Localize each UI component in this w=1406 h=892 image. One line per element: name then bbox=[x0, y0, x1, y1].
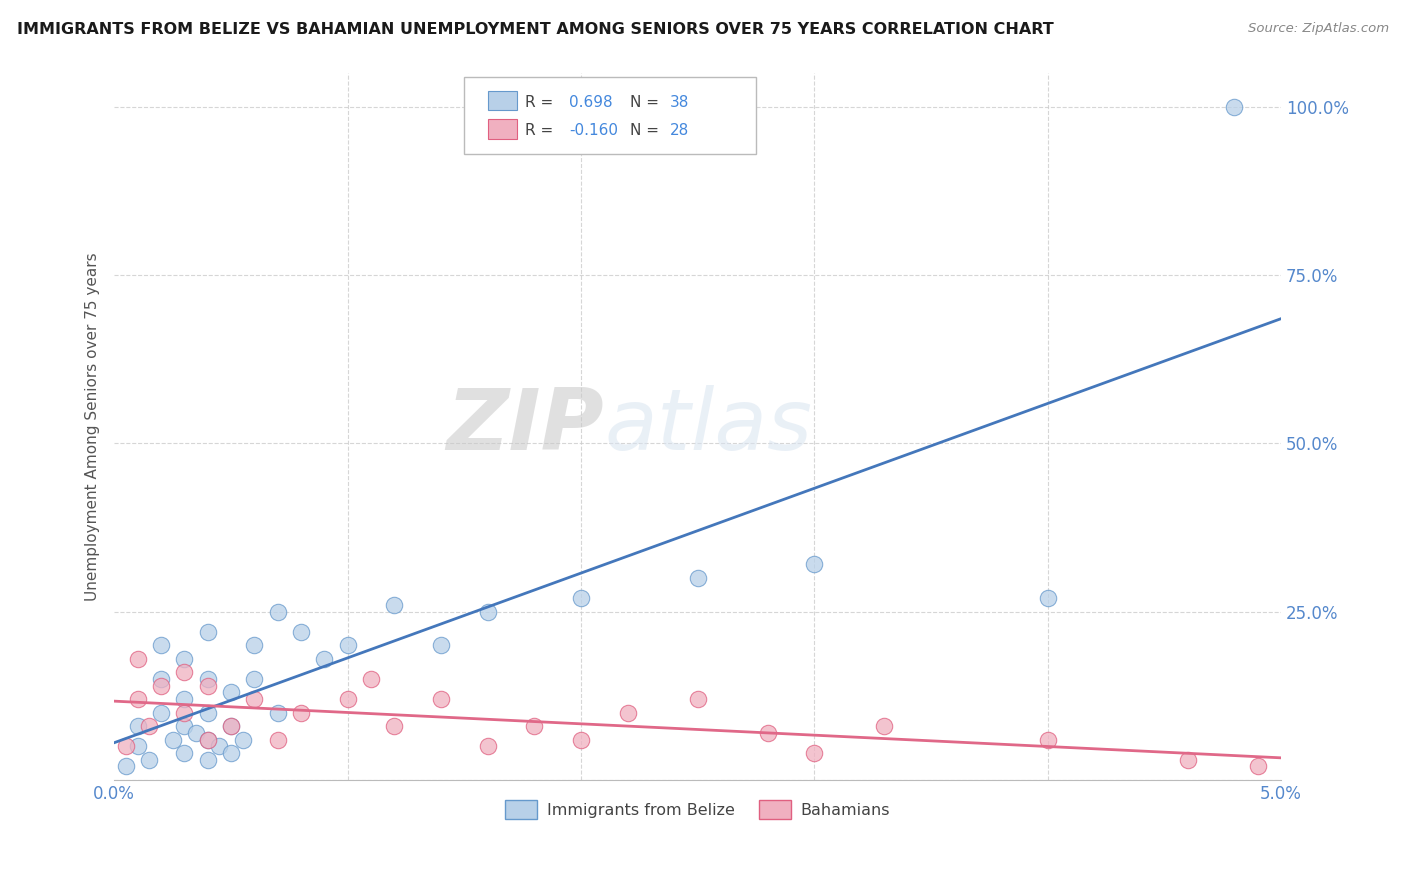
Point bbox=[219, 746, 242, 760]
Point bbox=[149, 638, 172, 652]
Point bbox=[686, 692, 709, 706]
Point bbox=[569, 591, 592, 606]
Point bbox=[266, 706, 288, 720]
Point bbox=[127, 719, 149, 733]
Text: R =: R = bbox=[524, 123, 558, 138]
Point bbox=[219, 719, 242, 733]
FancyBboxPatch shape bbox=[488, 119, 517, 139]
Y-axis label: Unemployment Among Seniors over 75 years: Unemployment Among Seniors over 75 years bbox=[86, 252, 100, 601]
Point bbox=[219, 685, 242, 699]
Point bbox=[173, 652, 195, 666]
Text: 0.698: 0.698 bbox=[569, 95, 613, 111]
Point bbox=[1246, 759, 1268, 773]
Point bbox=[686, 571, 709, 585]
Point bbox=[616, 706, 638, 720]
Point bbox=[430, 692, 453, 706]
Point bbox=[803, 558, 825, 572]
Point bbox=[219, 719, 242, 733]
Point bbox=[243, 672, 266, 686]
Point bbox=[115, 759, 138, 773]
Point bbox=[290, 706, 312, 720]
FancyBboxPatch shape bbox=[464, 77, 756, 154]
Point bbox=[266, 732, 288, 747]
Point bbox=[197, 672, 219, 686]
Text: N =: N = bbox=[630, 95, 664, 111]
Point bbox=[1223, 100, 1246, 114]
Point bbox=[149, 706, 172, 720]
Point bbox=[127, 692, 149, 706]
Point bbox=[115, 739, 138, 754]
Point bbox=[138, 719, 160, 733]
Point bbox=[149, 672, 172, 686]
Text: 28: 28 bbox=[669, 123, 689, 138]
Point bbox=[197, 732, 219, 747]
Point bbox=[173, 746, 195, 760]
Text: atlas: atlas bbox=[605, 385, 813, 468]
Point bbox=[1036, 732, 1059, 747]
FancyBboxPatch shape bbox=[488, 91, 517, 111]
Point bbox=[173, 665, 195, 680]
Point bbox=[149, 679, 172, 693]
Point bbox=[197, 624, 219, 639]
Point bbox=[803, 746, 825, 760]
Point bbox=[290, 624, 312, 639]
Text: N =: N = bbox=[630, 123, 664, 138]
Point bbox=[382, 719, 405, 733]
Point bbox=[173, 706, 195, 720]
Point bbox=[1177, 753, 1199, 767]
Legend: Immigrants from Belize, Bahamians: Immigrants from Belize, Bahamians bbox=[499, 794, 896, 825]
Point bbox=[197, 732, 219, 747]
Point bbox=[127, 652, 149, 666]
Point bbox=[336, 638, 359, 652]
Point bbox=[243, 638, 266, 652]
Point bbox=[266, 605, 288, 619]
Point bbox=[477, 605, 499, 619]
Point bbox=[523, 719, 546, 733]
Text: R =: R = bbox=[524, 95, 558, 111]
Point bbox=[430, 638, 453, 652]
Text: IMMIGRANTS FROM BELIZE VS BAHAMIAN UNEMPLOYMENT AMONG SENIORS OVER 75 YEARS CORR: IMMIGRANTS FROM BELIZE VS BAHAMIAN UNEMP… bbox=[17, 22, 1053, 37]
Point bbox=[336, 692, 359, 706]
Point bbox=[243, 692, 266, 706]
Point bbox=[382, 598, 405, 612]
Point bbox=[162, 732, 184, 747]
Text: 38: 38 bbox=[669, 95, 689, 111]
Point bbox=[127, 739, 149, 754]
Point bbox=[1036, 591, 1059, 606]
Text: ZIP: ZIP bbox=[447, 385, 605, 468]
Point bbox=[138, 753, 160, 767]
Point bbox=[197, 753, 219, 767]
Text: -0.160: -0.160 bbox=[569, 123, 619, 138]
Text: Source: ZipAtlas.com: Source: ZipAtlas.com bbox=[1249, 22, 1389, 36]
Point bbox=[173, 719, 195, 733]
Point bbox=[873, 719, 896, 733]
Point bbox=[197, 679, 219, 693]
Point bbox=[173, 692, 195, 706]
Point bbox=[360, 672, 382, 686]
Point bbox=[184, 726, 207, 740]
Point bbox=[231, 732, 253, 747]
Point bbox=[756, 726, 779, 740]
Point bbox=[477, 739, 499, 754]
Point bbox=[569, 732, 592, 747]
Point bbox=[314, 652, 336, 666]
Point bbox=[197, 706, 219, 720]
Point bbox=[208, 739, 231, 754]
